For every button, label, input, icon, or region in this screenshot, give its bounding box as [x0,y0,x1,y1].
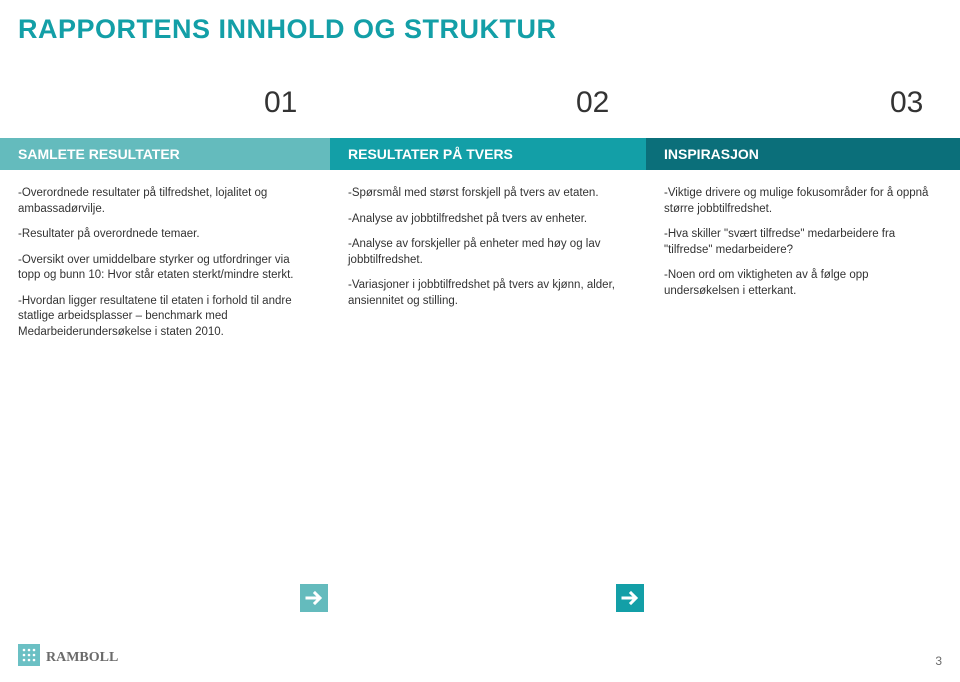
bar-heading-03: INSPIRASJON [664,146,759,162]
column-item: -Viktige drivere og mulige fokusområder … [664,186,939,217]
section-numbers: 01 02 03 [0,86,960,126]
section-number-03: 03 [890,86,923,120]
arrow-icon-2 [616,584,644,612]
arrow-icon-1 [300,584,328,612]
bar-segment-02: RESULTATER PÅ TVERS [330,138,646,170]
page-title: RAPPORTENS INNHOLD OG STRUKTUR [18,14,557,45]
bar-heading-02: RESULTATER PÅ TVERS [348,146,513,162]
column-02: -Spørsmål med størst forskjell på tvers … [348,186,628,319]
column-item: -Spørsmål med størst forskjell på tvers … [348,186,628,202]
column-item: -Variasjoner i jobbtilfredshet på tvers … [348,278,628,309]
column-01: -Overordnede resultater på tilfredshet, … [18,186,314,350]
bar-segment-01: SAMLETE RESULTATER [0,138,330,170]
column-item: -Oversikt over umiddelbare styrker og ut… [18,253,314,284]
bar-heading-01: SAMLETE RESULTATER [18,146,180,162]
column-item: -Resultater på overordnede temaer. [18,227,314,243]
column-item: -Overordnede resultater på tilfredshet, … [18,186,314,217]
section-bar: SAMLETE RESULTATER RESULTATER PÅ TVERS I… [0,138,960,170]
column-03: -Viktige drivere og mulige fokusområder … [664,186,939,309]
section-number-02: 02 [576,86,609,120]
brand-text: RAMBOLL [46,650,118,665]
column-item: -Hva skiller "svært tilfredse" medarbeid… [664,227,939,258]
page-number: 3 [935,654,942,668]
section-number-01: 01 [264,86,297,120]
brand-logo: RAMBOLL [18,642,138,668]
column-item: -Analyse av forskjeller på enheter med h… [348,237,628,268]
column-item: -Noen ord om viktigheten av å følge opp … [664,268,939,299]
column-item: -Hvordan ligger resultatene til etaten i… [18,294,314,341]
column-item: -Analyse av jobbtilfredshet på tvers av … [348,212,628,228]
bar-segment-03: INSPIRASJON [646,138,960,170]
